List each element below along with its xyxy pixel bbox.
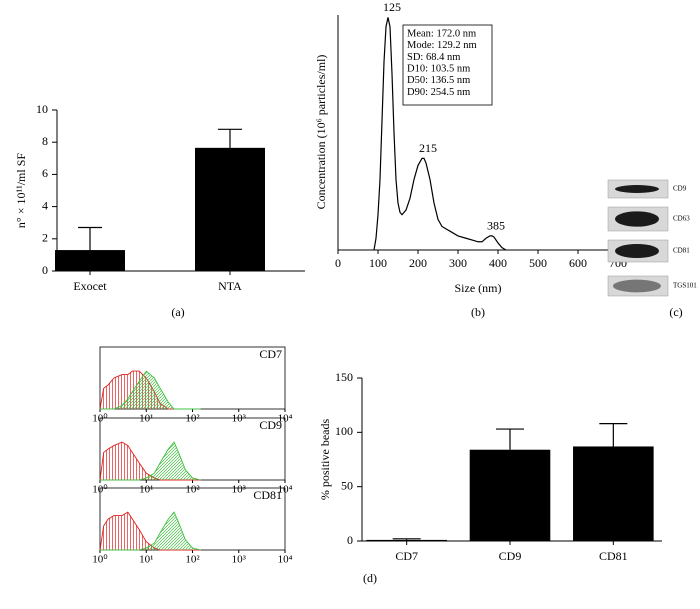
stats-box — [402, 24, 493, 106]
panel-label: (c) — [669, 305, 682, 319]
y-axis-label: n° × 10¹¹/ml SF — [14, 153, 28, 228]
y-tick-label: 0 — [42, 263, 48, 277]
stats-line: Mode: 129.2 nm — [407, 40, 477, 51]
x-tick-label: CD9 — [499, 549, 522, 563]
panel-label: (a) — [171, 305, 184, 319]
x-tick-label: 300 — [449, 256, 467, 270]
x-tick-label: 10² — [185, 413, 200, 425]
panel-label: (d) — [363, 571, 377, 585]
x-tick-label: 10² — [185, 554, 200, 566]
panel-label: (b) — [471, 305, 485, 319]
blot-label: CD9 — [673, 185, 687, 193]
x-tick-label: CD7 — [395, 549, 418, 563]
y-tick-label: 8 — [42, 134, 48, 148]
x-tick-label: 10³ — [232, 413, 247, 425]
error-bar — [218, 128, 242, 148]
histogram-title: CD81 — [253, 488, 282, 502]
error-bar — [496, 428, 524, 450]
y-tick-label: 50 — [341, 478, 353, 492]
blot-band — [615, 243, 659, 259]
x-tick-label: 10² — [185, 484, 200, 496]
x-tick-label: 600 — [569, 256, 587, 270]
bar — [469, 449, 551, 541]
x-tick-label: 100 — [369, 256, 387, 270]
bar — [573, 446, 654, 541]
stats-line: D90: 254.5 nm — [407, 87, 470, 98]
peak-label: 125 — [383, 0, 401, 14]
y-tick-label: 2 — [42, 231, 48, 245]
stats-line: D10: 103.5 nm — [407, 64, 470, 75]
blot-band — [615, 211, 659, 227]
blot-band — [613, 279, 661, 293]
x-tick-label: 0 — [335, 256, 341, 270]
x-tick-label: Exocet — [73, 279, 107, 293]
stats-line: Mean: 172.0 nm — [407, 28, 476, 39]
error-bar — [392, 538, 421, 540]
histogram-title: CD7 — [259, 347, 282, 361]
blot-label: CD63 — [673, 215, 690, 223]
histogram-area — [100, 511, 201, 551]
stats-line: D50: 136.5 nm — [407, 75, 470, 86]
blot-label: TGS101 — [673, 282, 697, 290]
peak-label: 215 — [419, 141, 437, 155]
x-tick-label: 10⁰ — [92, 554, 108, 566]
peak-label: 385 — [487, 219, 505, 233]
y-tick-label: 6 — [42, 166, 48, 180]
x-tick-label: 400 — [489, 256, 507, 270]
bar — [366, 539, 447, 541]
x-tick-label: 200 — [409, 256, 427, 270]
x-tick-label: 10⁴ — [278, 554, 293, 566]
y-tick-label: 0 — [347, 533, 353, 547]
y-tick-label: 4 — [42, 198, 48, 212]
stats-line: SD: 68.4 nm — [407, 52, 460, 63]
histogram-area — [100, 370, 201, 410]
blot-band — [615, 185, 659, 193]
y-tick-label: 10 — [36, 102, 48, 116]
y-tick-label: 150 — [335, 370, 353, 384]
bar — [195, 147, 265, 271]
size-distribution-line — [373, 17, 507, 251]
x-tick-label: 10¹ — [139, 413, 153, 425]
y-axis-label: % positive beads — [318, 419, 332, 501]
x-tick-label: NTA — [218, 279, 242, 293]
x-tick-label: 10¹ — [139, 484, 153, 496]
y-axis-label: Concentration (10⁶ particles/ml) — [314, 55, 328, 210]
error-bar — [78, 226, 102, 251]
x-axis-label: Size (nm) — [455, 281, 502, 295]
histogram-title: CD9 — [259, 418, 282, 432]
blot-label: CD81 — [673, 247, 690, 255]
error-bar — [599, 423, 628, 447]
histogram-area — [100, 441, 201, 481]
y-tick-label: 100 — [335, 424, 353, 438]
x-tick-label: 10¹ — [139, 554, 153, 566]
x-tick-label: CD81 — [599, 549, 628, 563]
bar — [55, 250, 125, 271]
x-tick-label: 10³ — [232, 484, 247, 496]
x-tick-label: 500 — [529, 256, 547, 270]
x-tick-label: 10³ — [232, 554, 247, 566]
